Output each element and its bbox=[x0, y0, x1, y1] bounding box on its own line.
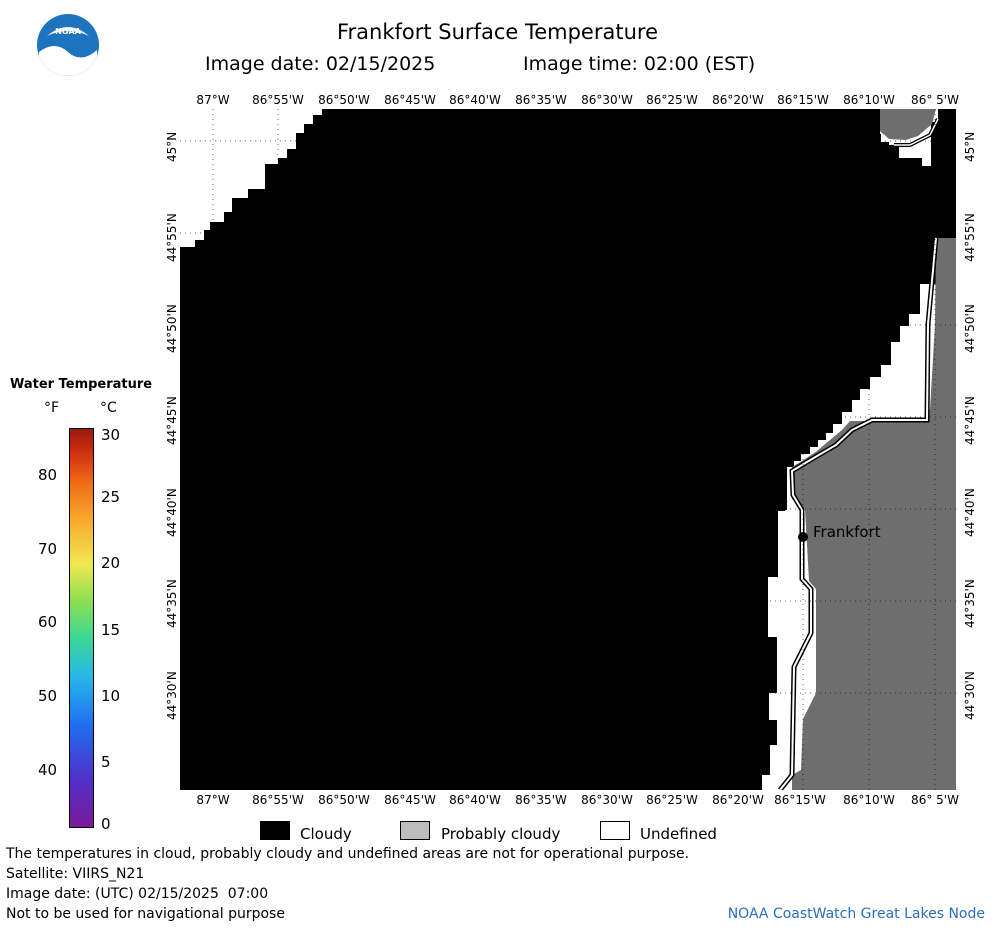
c-tick-label: 15 bbox=[101, 621, 121, 639]
probably-cloudy-patch bbox=[880, 109, 936, 140]
map-title: Frankfort Surface Temperature bbox=[336, 20, 658, 44]
noaa-logo: NOAA bbox=[37, 14, 99, 77]
lon-label-bottom: 86°15'W bbox=[774, 793, 826, 807]
footer-satellite: Satellite: VIIRS_N21 bbox=[6, 866, 145, 882]
footer-disclaimer: The temperatures in cloud, probably clou… bbox=[6, 846, 690, 862]
lon-label-top: 86°15'W bbox=[777, 93, 829, 107]
lon-label-bottom: 86°50'W bbox=[318, 793, 370, 807]
lat-label-left: 44°40'N bbox=[165, 488, 179, 537]
shoreline-north-inner bbox=[894, 118, 939, 146]
cloudy-area bbox=[180, 109, 956, 790]
image-date-label: Image date: 02/15/2025 bbox=[205, 53, 436, 75]
lon-label-top: 86°25'W bbox=[646, 93, 698, 107]
lat-label-right: 44°55'N bbox=[963, 213, 977, 262]
f-tick-label: 60 bbox=[38, 613, 58, 631]
lon-label-bottom: 86°10'W bbox=[843, 793, 895, 807]
frankfort-label: Frankfort bbox=[813, 523, 881, 541]
f-tick-label: 50 bbox=[38, 687, 58, 705]
lon-label-bottom: 86°20'W bbox=[712, 793, 764, 807]
lat-label-right: 44°35'N bbox=[963, 579, 977, 628]
lon-label-top: 86° 5'W bbox=[911, 93, 959, 107]
lon-label-top: 87°W bbox=[196, 93, 230, 107]
c-tick-label: 5 bbox=[101, 753, 111, 771]
c-tick-label: 10 bbox=[101, 687, 121, 705]
lon-label-bottom: 86°35'W bbox=[515, 793, 567, 807]
c-tick-label: 25 bbox=[101, 488, 121, 506]
lon-label-top: 86°50'W bbox=[318, 93, 370, 107]
lon-label-top: 86°40'W bbox=[449, 93, 501, 107]
scale-title: Water Temperature bbox=[10, 377, 153, 392]
scale-unit-f: °F bbox=[44, 400, 60, 416]
f-tick-label: 80 bbox=[38, 466, 58, 484]
lon-label-bottom: 86°25'W bbox=[646, 793, 698, 807]
lon-label-bottom: 86° 5'W bbox=[911, 793, 959, 807]
graticule bbox=[180, 109, 956, 790]
footer-credit: NOAA CoastWatch Great Lakes Node bbox=[727, 906, 985, 922]
lat-label-right: 44°45'N bbox=[963, 396, 977, 445]
color-scale-bar bbox=[69, 428, 94, 828]
legend-swatch-probably-cloudy bbox=[400, 821, 430, 840]
image-time-label: Image time: 02:00 (EST) bbox=[523, 53, 756, 75]
c-tick-label: 0 bbox=[101, 815, 111, 833]
legend-swatch-cloudy bbox=[260, 821, 290, 840]
c-tick-label: 30 bbox=[101, 426, 121, 444]
lon-label-top: 86°35'W bbox=[515, 93, 567, 107]
f-tick-label: 70 bbox=[38, 540, 58, 558]
legend-label-undefined: Undefined bbox=[640, 825, 717, 843]
lon-label-top: 86°30'W bbox=[581, 93, 633, 107]
lon-label-bottom: 86°45'W bbox=[384, 793, 436, 807]
probably-cloudy-land bbox=[792, 238, 956, 790]
footer-navigation: Not to be used for navigational purpose bbox=[6, 906, 285, 922]
lat-label-right: 44°30'N bbox=[963, 671, 977, 720]
legend-label-probably-cloudy: Probably cloudy bbox=[441, 825, 561, 843]
satellite-map: Frankfort bbox=[180, 109, 956, 790]
lon-label-top: 86°10'W bbox=[843, 93, 895, 107]
lat-label-right: 45°N bbox=[963, 131, 977, 162]
c-tick-label: 20 bbox=[101, 554, 121, 572]
lat-label-left: 44°35'N bbox=[165, 579, 179, 628]
lat-label-left: 44°45'N bbox=[165, 396, 179, 445]
lon-label-top: 86°45'W bbox=[384, 93, 436, 107]
frankfort-marker bbox=[798, 532, 808, 542]
lat-label-left: 44°30'N bbox=[165, 671, 179, 720]
lon-label-bottom: 87°W bbox=[196, 793, 230, 807]
scale-unit-c: °C bbox=[100, 400, 117, 416]
lon-label-top: 86°55'W bbox=[252, 93, 304, 107]
lat-label-right: 44°40'N bbox=[963, 488, 977, 537]
legend-swatch-undefined bbox=[600, 821, 630, 840]
lat-label-left: 45°N bbox=[165, 131, 179, 162]
f-tick-label: 40 bbox=[38, 761, 58, 779]
lon-label-bottom: 86°30'W bbox=[581, 793, 633, 807]
lon-label-top: 86°20'W bbox=[712, 93, 764, 107]
noaa-logo-text: NOAA bbox=[55, 27, 81, 36]
footer-image-date-utc: Image date: (UTC) 02/15/2025 07:00 bbox=[6, 886, 269, 902]
lat-label-right: 44°50'N bbox=[963, 304, 977, 353]
lon-label-bottom: 86°40'W bbox=[449, 793, 501, 807]
legend-label-cloudy: Cloudy bbox=[300, 825, 352, 843]
lat-label-left: 44°55'N bbox=[165, 213, 179, 262]
lon-label-bottom: 86°55'W bbox=[252, 793, 304, 807]
lat-label-left: 44°50'N bbox=[165, 304, 179, 353]
